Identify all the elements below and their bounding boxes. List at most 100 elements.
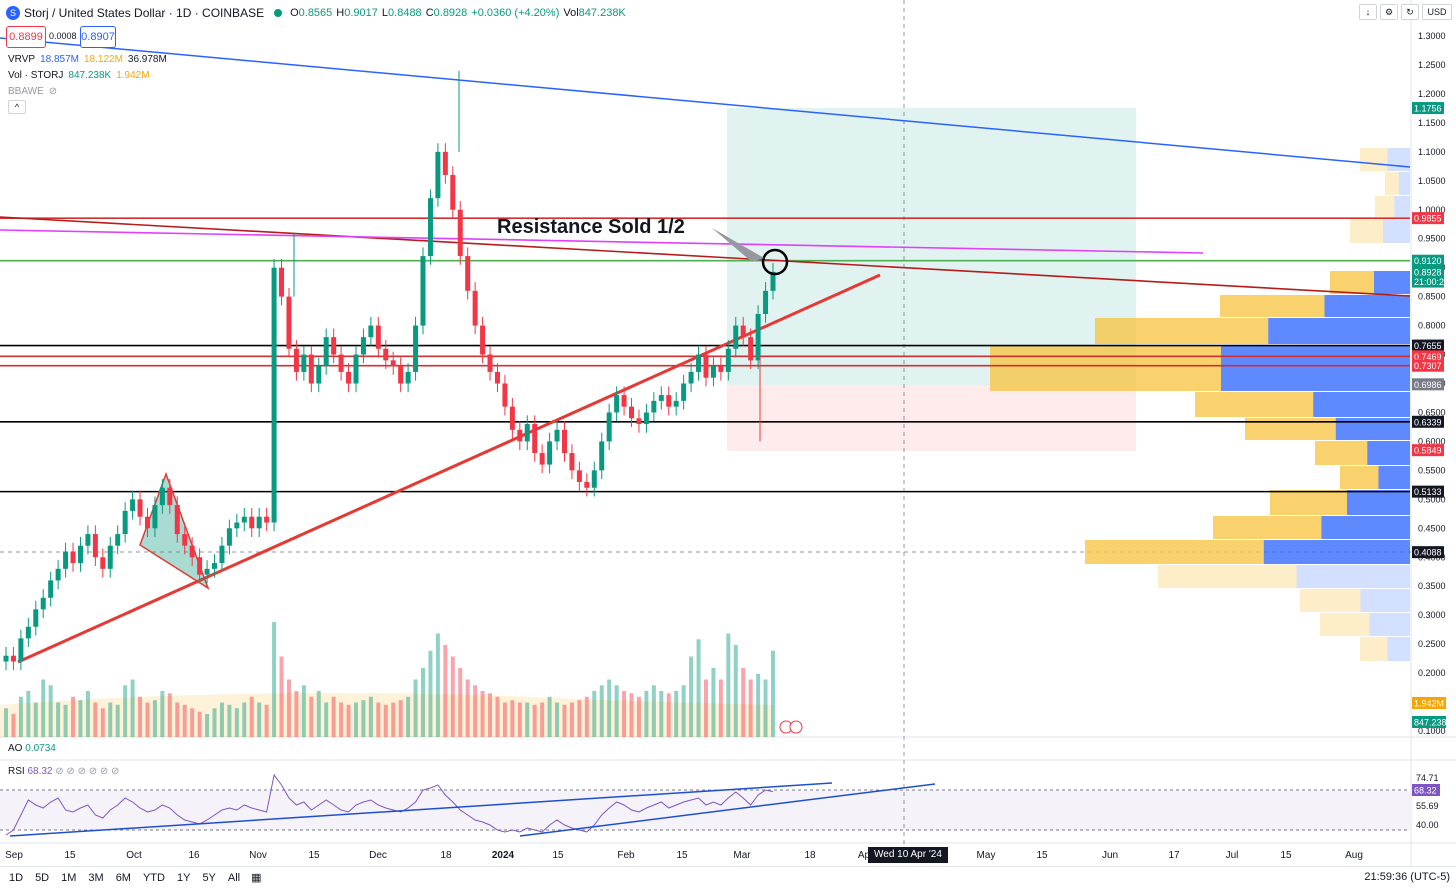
- price-tick-label: 0.2500: [1418, 639, 1446, 649]
- volume-bar: [592, 691, 597, 737]
- buy-price-button[interactable]: 0.8907: [80, 26, 116, 48]
- volume-legend[interactable]: Vol · STORJ 847.238K 1.942M: [8, 70, 155, 81]
- x-tick-label: Nov: [249, 850, 267, 861]
- refresh-button[interactable]: ↻: [1401, 4, 1419, 20]
- candle-body: [100, 557, 106, 569]
- price-label-bg: [1412, 415, 1444, 428]
- candle-body: [18, 638, 24, 662]
- x-tick-label: Dec: [369, 850, 387, 861]
- volume-bar: [718, 679, 723, 737]
- range-ytd[interactable]: YTD: [142, 871, 165, 884]
- candle-body: [390, 360, 396, 367]
- clock-readout[interactable]: 21:59:36 (UTC-5): [1364, 871, 1450, 883]
- change-value: +0.0360 (+4.20%): [471, 7, 560, 19]
- range-1y[interactable]: 1Y: [176, 871, 191, 884]
- volume-bar: [286, 679, 291, 737]
- volume-profile-buy: [1263, 540, 1410, 564]
- symbol-title[interactable]: Storj / United States Dollar · 1D · COIN…: [24, 6, 265, 20]
- range-6m[interactable]: 6M: [115, 871, 131, 884]
- arrow-down-button[interactable]: ↓: [1359, 4, 1377, 20]
- volume-bar: [368, 696, 373, 737]
- candle-body: [338, 354, 344, 372]
- ao-legend[interactable]: AO 0.0734: [8, 743, 56, 754]
- volume-bar: [376, 702, 381, 737]
- range-3m[interactable]: 3M: [88, 871, 104, 884]
- volume-profile-sell: [1340, 466, 1379, 489]
- collapse-legend-button[interactable]: ^: [8, 100, 26, 114]
- price-tick-label: 0.5500: [1418, 465, 1446, 475]
- price-label-bg: [1412, 102, 1444, 115]
- volume-profile-buy: [1387, 148, 1410, 171]
- candle-body: [405, 371, 411, 384]
- candle-body: [472, 290, 478, 326]
- range-all[interactable]: All: [227, 871, 241, 884]
- price-tick-label: 1.1500: [1418, 118, 1446, 128]
- range-1d[interactable]: 1D: [9, 871, 24, 884]
- volume-bar: [517, 702, 522, 737]
- market-open-dot-icon: [274, 9, 283, 17]
- volume-bar: [636, 696, 641, 737]
- volume-bar: [659, 691, 664, 737]
- volume-profile-sell: [1095, 318, 1269, 344]
- volume-bar: [63, 704, 68, 737]
- hidden-eye-icon[interactable]: ⊘: [48, 86, 58, 97]
- volume-ma-area: [0, 693, 773, 737]
- bbawe-legend[interactable]: BBAWE ⊘: [8, 86, 62, 97]
- price-label-bg: [1412, 275, 1444, 288]
- rsi-line: [5, 773, 774, 836]
- price-tick-label: 0.8000: [1418, 321, 1446, 331]
- vrvp-legend[interactable]: VRVP 18.857M 18.122M 36.978M: [8, 54, 172, 65]
- candle-body: [182, 534, 188, 546]
- volume-bar: [681, 685, 686, 737]
- candle-body: [591, 470, 597, 488]
- volume-bar: [458, 668, 463, 737]
- candle-body: [107, 545, 113, 569]
- volume-bar: [547, 696, 552, 737]
- rsi-legend[interactable]: RSI 68.32 ⊘ ⊘ ⊘ ⊘ ⊘ ⊘: [8, 766, 119, 777]
- candle-body: [189, 545, 195, 558]
- price-tick-label: 0.9500: [1418, 234, 1446, 244]
- currency-button[interactable]: USD: [1422, 4, 1452, 20]
- candle-body: [457, 209, 463, 257]
- volume-bar: [435, 633, 440, 737]
- volume-profile-sell: [1245, 418, 1336, 440]
- candle-body: [532, 424, 538, 453]
- candle-body: [167, 487, 173, 506]
- volume-bar: [160, 691, 165, 737]
- price-label-bg: [1412, 378, 1444, 391]
- rsi-value-bg: [1412, 784, 1440, 796]
- volume-bar: [152, 700, 157, 737]
- volume-bar: [182, 704, 187, 737]
- x-tick-label: Oct: [126, 850, 142, 861]
- candle-body: [770, 271, 776, 291]
- volume-bar: [346, 704, 351, 737]
- range-1m[interactable]: 1M: [61, 871, 77, 884]
- range-5y[interactable]: 5Y: [202, 871, 216, 884]
- x-tick-label: 15: [552, 850, 564, 861]
- rsi-settings-icon[interactable]: ⊘ ⊘ ⊘ ⊘ ⊘ ⊘: [55, 766, 120, 777]
- candle-body: [375, 325, 381, 349]
- volume-profile-buy: [1374, 271, 1410, 294]
- volume-bar: [540, 702, 545, 737]
- descending-trendline-blue: [0, 37, 1411, 168]
- candle-body: [755, 314, 761, 361]
- settings-button[interactable]: ⚙: [1380, 4, 1398, 20]
- vrvp-up-value: 18.857M: [40, 54, 79, 65]
- candle-body: [740, 325, 746, 338]
- range-5d[interactable]: 5D: [35, 871, 50, 884]
- volume-bar: [644, 691, 649, 737]
- calendar-icon[interactable]: ▦: [251, 872, 262, 884]
- volume-bar: [279, 656, 284, 737]
- candle-body: [360, 337, 366, 355]
- volume-bar: [726, 633, 731, 737]
- volume-bar: [488, 693, 493, 737]
- candle-body: [219, 545, 225, 564]
- price-label-bg: [1412, 485, 1444, 498]
- volume-bar: [756, 673, 761, 737]
- sell-price-button[interactable]: 0.8899: [6, 26, 46, 48]
- rsi-band: [0, 790, 1410, 830]
- x-tick-label: 18: [440, 850, 452, 861]
- volume-profile-sell: [1315, 441, 1368, 465]
- candle-body: [576, 470, 582, 482]
